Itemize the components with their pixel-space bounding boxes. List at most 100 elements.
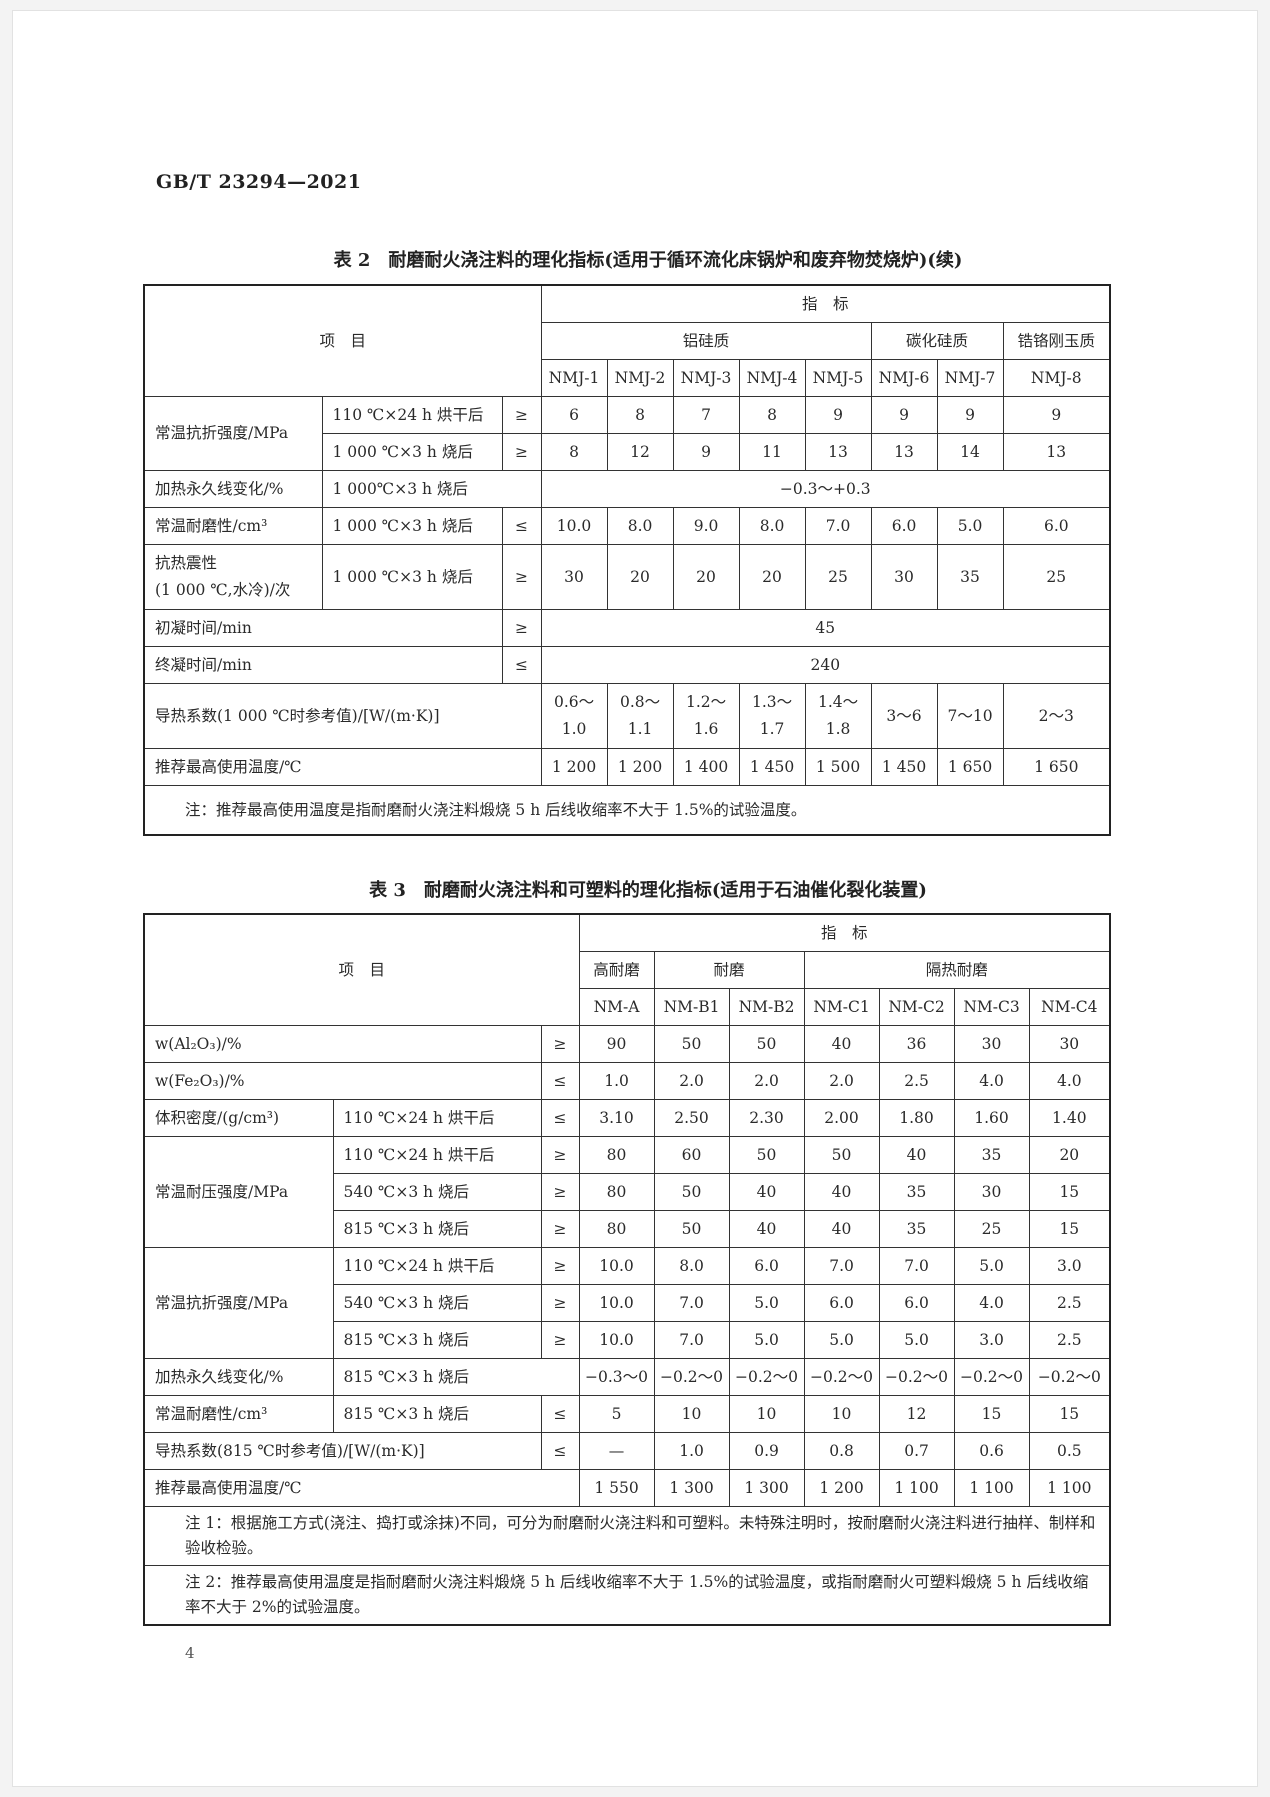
table-cell: ≥: [540, 1173, 580, 1211]
table-cell: 110 ℃×24 h 烘干后: [332, 1099, 542, 1137]
table-cell: 1 200: [540, 748, 608, 786]
table-cell: −0.3～+0.3: [540, 470, 1111, 508]
table-cell: 10: [653, 1395, 730, 1433]
header-row: NMJ-1 NMJ-2 NMJ-3 NMJ-4 NMJ-5 NMJ-6 NMJ-7 NMJ-8: [144, 359, 1111, 397]
table-cell: 1.0: [578, 1062, 655, 1100]
table-cell: 50: [653, 1173, 730, 1211]
table-cell: ≤: [540, 1432, 580, 1470]
table-row: 815 ℃×3 h 烧后 ≥80 50 40 40 35 25 15: [144, 1210, 1111, 1248]
header-cell: 高耐磨: [578, 951, 655, 989]
table-cell: 5.0: [936, 507, 1004, 545]
table-cell: 10.0: [578, 1321, 655, 1359]
table-row: 导热系数(815 ℃时参考值)/[W/(m·K)] ≤ —1.0 0.9 0.8 0.7 0…: [143, 1432, 1111, 1470]
table-row: 815 ℃×3 h 烧后 ≥10.0 7.0 5.0 5.0 5.0 3.0 2.5: [144, 1321, 1111, 1359]
table-cell: 40: [728, 1173, 805, 1211]
table-cell: 0.9: [728, 1432, 805, 1470]
note-row: 注 2：推荐最高使用温度是指耐磨耐火浇注料煅烧 5 h 后线收缩率不大于 1.5…: [143, 1565, 1111, 1626]
table-cell: ≥: [501, 544, 542, 610]
table-cell: 4.0: [1028, 1062, 1111, 1100]
table-cell: 4.0: [953, 1284, 1030, 1322]
table-cell: 6.0: [1002, 507, 1111, 545]
table-cell: 35: [936, 544, 1004, 610]
table-cell: 36: [878, 1025, 955, 1063]
table-cell: 20: [1028, 1136, 1111, 1174]
table-cell: 2.30: [728, 1099, 805, 1137]
table-cell: 1 100: [953, 1469, 1030, 1507]
table-cell: 1 450: [738, 748, 806, 786]
table-row: 常温耐压强度/MPa 110 ℃×24 h 烘干后 ≥80 60 50 50 40 35 20: [143, 1136, 1111, 1248]
row-label-cell: w(Al₂O₃)/%: [143, 1025, 542, 1063]
header-cell: 隔热耐磨: [803, 951, 1111, 989]
header-cell: NMJ-8: [1002, 359, 1111, 397]
table-row: 推荐最高使用温度/℃ 1 200 1 200 1 400 1 450 1 500 1 450…: [143, 748, 1111, 786]
table-cell: 10.0: [540, 507, 608, 545]
row-label-cell: 常温抗折强度/MPa: [143, 396, 323, 471]
row-label-cell: 1 000 ℃×3 h 烧后: [321, 433, 503, 471]
table-cell: 1 100: [878, 1469, 955, 1507]
table-cell: 20: [606, 544, 674, 610]
table-cell: 1 000 ℃×3 h 烧后: [321, 544, 503, 610]
table-cell: 0.6: [953, 1432, 1030, 1470]
table-cell: ≥: [540, 1136, 580, 1174]
table-row: 体积密度/(g/cm³) 110 ℃×24 h 烘干后 ≤3.10 2.50 2.30 2…: [143, 1099, 1111, 1137]
table-row: 540 ℃×3 h 烧后 ≥80 50 40 40 35 30 15: [144, 1173, 1111, 1211]
table-cell: 8.0: [653, 1247, 730, 1285]
table-row: 加热永久线变化/% 1 000℃×3 h 烧后 −0.3～+0.3: [143, 470, 1111, 508]
table-cell: 1.60: [953, 1099, 1030, 1137]
table-cell: 1 200: [803, 1469, 880, 1507]
header-cell: NMJ-4: [738, 359, 806, 397]
table-cell: ≤: [501, 507, 542, 545]
table-cell: 13: [1002, 433, 1111, 471]
row-label-cell: 推荐最高使用温度/℃: [143, 748, 542, 786]
header-cell: NMJ-1: [540, 359, 608, 397]
table-note: 注 2：推荐最高使用温度是指耐磨耐火浇注料煅烧 5 h 后线收缩率不大于 1.5…: [143, 1565, 1111, 1626]
table-cell: 815 ℃×3 h 烧后: [332, 1358, 580, 1396]
table-cell: 1 550: [578, 1469, 655, 1507]
table-cell: 1 000℃×3 h 烧后: [321, 470, 542, 508]
row-label-cell: 体积密度/(g/cm³): [143, 1099, 334, 1137]
table-row: 常温耐磨性/cm³ 1 000 ℃×3 h 烧后 ≤10.0 8.0 9.0 8.0 7.0…: [143, 507, 1111, 545]
table-cell: 7～10: [936, 683, 1004, 749]
table-2-title: 表 2 耐磨耐火浇注料的理化指标(适用于循环流化床锅炉和废弃物焚烧炉)(续): [333, 250, 963, 271]
table-cell: 815 ℃×3 h 烧后: [332, 1395, 542, 1433]
table-cell: 1 400: [672, 748, 740, 786]
table-cell: 40: [803, 1173, 880, 1211]
table-cell: 1 100: [1028, 1469, 1111, 1507]
table-cell: 8: [738, 396, 806, 434]
table-cell: 45: [540, 609, 1111, 647]
table-cell: 15: [1028, 1173, 1111, 1211]
table-cell: ≥: [540, 1284, 580, 1322]
table-cell: 2.5: [878, 1062, 955, 1100]
table-cell: −0.2～0: [653, 1358, 730, 1396]
table-cell: 10.0: [578, 1247, 655, 1285]
table-cell: 10: [803, 1395, 880, 1433]
table-cell: 1 300: [653, 1469, 730, 1507]
table-cell: 2.50: [653, 1099, 730, 1137]
table-cell: 240: [540, 646, 1111, 684]
table-cell: 40: [803, 1025, 880, 1063]
header-cell: 指 标: [578, 913, 1111, 952]
table-cell: ≥: [501, 396, 542, 434]
table-cell: 7: [672, 396, 740, 434]
table-cell: 50: [728, 1025, 805, 1063]
table-2: 项 目指 标铝硅质 碳化硅质 锆铬刚玉质 NMJ-1 NMJ-2 NMJ-3 NMJ-4 NM…: [143, 284, 1112, 836]
table-cell: −0.2～0: [1028, 1358, 1111, 1396]
table-cell: 1 650: [936, 748, 1004, 786]
table-cell: 11: [738, 433, 806, 471]
table-cell: 6.0: [878, 1284, 955, 1322]
table-cell: 35: [878, 1173, 955, 1211]
header-cell: NMJ-6: [870, 359, 938, 397]
table-cell: 6.0: [728, 1247, 805, 1285]
page-number: 4: [185, 1644, 195, 1662]
row-label-cell: 推荐最高使用温度/℃: [143, 1469, 580, 1507]
table-row: 常温抗折强度/MPa 110 ℃×24 h 烘干后 ≥10.0 8.0 6.0 7.0 7.…: [143, 1247, 1111, 1359]
table-cell: −0.3～0: [578, 1358, 655, 1396]
table-cell: 7.0: [804, 507, 872, 545]
table-cell: 60: [653, 1136, 730, 1174]
table-cell: 2.5: [1028, 1284, 1111, 1322]
table-cell: 1 450: [870, 748, 938, 786]
table-cell: 0.8: [803, 1432, 880, 1470]
header-cell: 项 目: [143, 284, 542, 397]
table-cell: 6.0: [803, 1284, 880, 1322]
table-cell: 40: [878, 1136, 955, 1174]
